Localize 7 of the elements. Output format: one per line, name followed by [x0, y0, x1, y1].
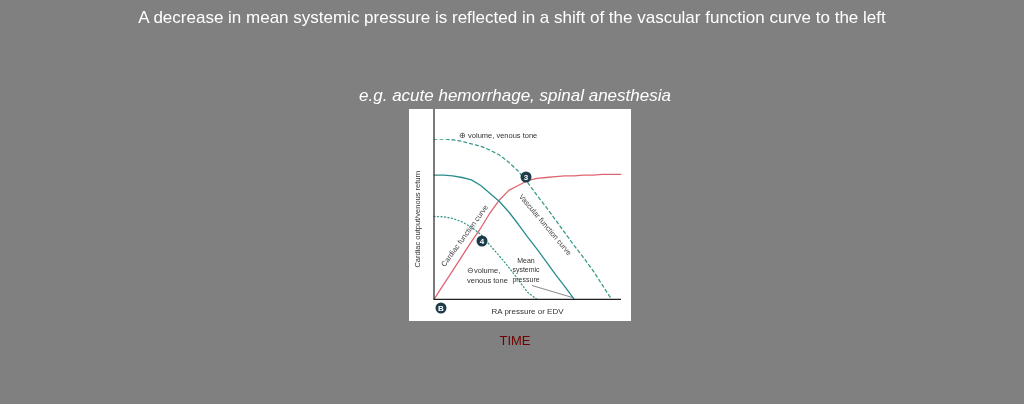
chart-subtitle: e.g. acute hemorrhage, spinal anesthesia [358, 86, 672, 106]
annotation: 3 [523, 172, 529, 182]
chart-title: A decrease in mean systemic pressure is reflected in a shift of the vascular function curve to the left [137, 8, 887, 28]
text: B [438, 303, 445, 313]
x-axis-title: RA pressure or EDV [491, 307, 565, 317]
annotation: 4 [479, 236, 485, 246]
text: TIME [498, 333, 532, 348]
